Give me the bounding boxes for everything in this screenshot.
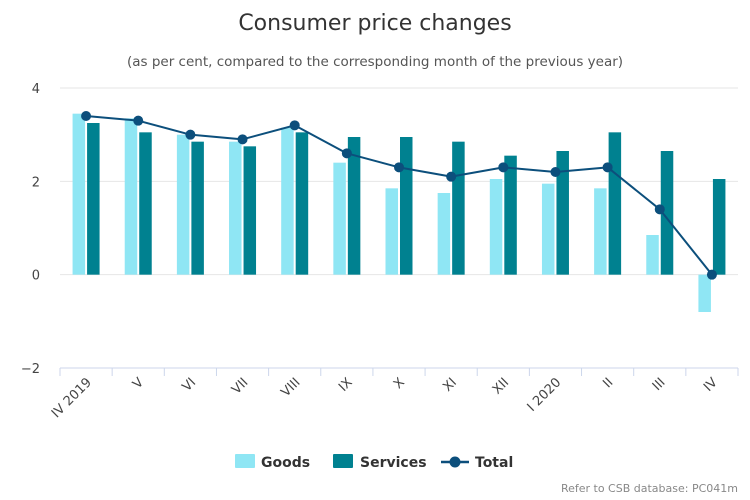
y-tick-label: −2	[21, 362, 40, 377]
total-point[interactable]	[498, 162, 509, 173]
bar-goods[interactable]	[333, 162, 346, 275]
chart-title: Consumer price changes	[238, 11, 511, 36]
total-point[interactable]	[133, 115, 144, 126]
credit-text[interactable]: Refer to CSB database: PC041m	[561, 482, 738, 495]
x-tick-label: IV 2019	[49, 375, 95, 421]
bar-goods[interactable]	[541, 183, 555, 275]
legend-goods-label: Goods	[261, 455, 310, 471]
x-axis	[59, 367, 739, 376]
legend-item-total[interactable]: Total	[441, 455, 513, 471]
x-tick-label: III	[650, 375, 669, 394]
y-tick-label: 0	[32, 269, 40, 284]
bar-services[interactable]	[452, 141, 465, 275]
legend-services-label: Services	[360, 455, 427, 471]
bar-services[interactable]	[504, 155, 517, 275]
total-point[interactable]	[289, 120, 300, 131]
bar-services[interactable]	[556, 151, 569, 275]
x-tick-label: XII	[490, 375, 512, 397]
legend-total-label: Total	[475, 455, 513, 471]
total-point[interactable]	[706, 269, 717, 280]
bar-goods[interactable]	[281, 127, 294, 275]
total-point[interactable]	[185, 129, 196, 140]
legend: Goods Services Total	[235, 454, 513, 471]
bar-services[interactable]	[608, 132, 622, 275]
bar-goods[interactable]	[124, 118, 138, 275]
bar-services[interactable]	[712, 179, 726, 275]
total-point[interactable]	[81, 111, 92, 121]
bar-goods[interactable]	[594, 188, 607, 275]
legend-item-goods[interactable]: Goods	[235, 454, 310, 471]
legend-services-swatch	[333, 454, 353, 468]
total-point[interactable]	[237, 134, 248, 145]
bar-goods[interactable]	[489, 179, 503, 275]
legend-total-marker	[449, 456, 461, 468]
legend-item-services[interactable]: Services	[333, 454, 427, 471]
bar-goods[interactable]	[72, 113, 86, 275]
bar-services[interactable]	[347, 137, 361, 275]
x-tick-label: V	[130, 375, 147, 392]
total-point[interactable]	[602, 162, 613, 173]
legend-goods-swatch	[235, 454, 255, 468]
total-point[interactable]	[446, 171, 457, 182]
x-axis-ticks: IV 2019 V VI VII VIII IX X XI XII I 2020 II III IV	[49, 375, 721, 421]
bar-goods[interactable]	[385, 188, 399, 275]
x-tick-label: IV	[701, 375, 721, 395]
bar-services[interactable]	[295, 132, 309, 275]
y-tick-label: 4	[32, 82, 40, 97]
bar-goods[interactable]	[176, 134, 190, 275]
bar-services[interactable]	[139, 132, 152, 275]
x-tick-label: VII	[229, 375, 251, 397]
bars	[72, 113, 726, 312]
bar-services[interactable]	[243, 146, 257, 275]
y-tick-label: 2	[32, 175, 40, 190]
x-tick-label: X	[391, 375, 408, 392]
total-point[interactable]	[341, 148, 352, 159]
bar-services[interactable]	[660, 151, 674, 275]
total-point[interactable]	[394, 162, 404, 173]
x-tick-label: IX	[336, 375, 356, 395]
chart-subtitle: (as per cent, compared to the correspond…	[127, 54, 623, 70]
bar-services[interactable]	[191, 141, 204, 275]
bar-services[interactable]	[400, 137, 413, 275]
total-line	[81, 111, 717, 280]
bar-goods[interactable]	[698, 274, 711, 312]
x-tick-label: I 2020	[525, 375, 565, 415]
bar-goods[interactable]	[229, 141, 242, 275]
x-tick-label: II	[600, 375, 616, 391]
bar-services[interactable]	[87, 123, 100, 275]
x-tick-label: XI	[440, 375, 460, 395]
bar-goods[interactable]	[437, 193, 451, 275]
total-point[interactable]	[550, 167, 561, 177]
x-tick-label: VIII	[278, 375, 303, 400]
y-axis-ticks: 4 2 0 −2	[21, 82, 40, 377]
bar-goods[interactable]	[646, 235, 659, 275]
grid-lines	[60, 87, 738, 369]
total-point[interactable]	[654, 204, 665, 215]
x-tick-label: VI	[180, 375, 200, 395]
